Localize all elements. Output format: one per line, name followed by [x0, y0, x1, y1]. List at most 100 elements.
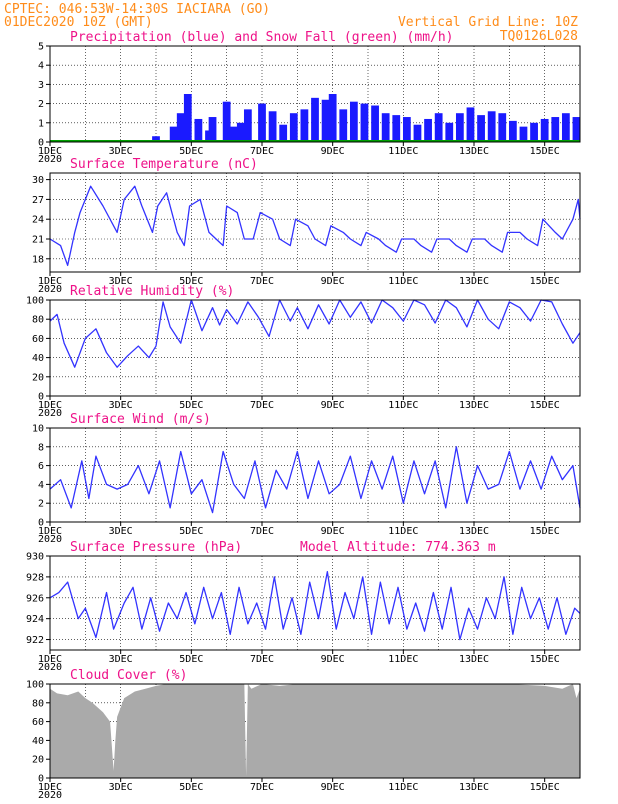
header-grid-line: Vertical Grid Line: 10Z [398, 15, 578, 30]
precip-bar [487, 111, 496, 142]
precip-ytick-label: 5 [38, 42, 44, 53]
wind-xtick-label: 1DEC [38, 526, 62, 537]
pres-xtick-label: 7DEC [250, 654, 274, 665]
precip-bar [279, 124, 288, 142]
rh-panel: 0 20 40 60 80 100 1DEC 3DEC 5DEC 7DEC 9DEC 11DEC 13D… [26, 284, 581, 419]
rh-xtick-label: 11DEC [388, 400, 418, 411]
precip-bar [466, 107, 475, 142]
pres-xtick-label: 5DEC [179, 654, 203, 665]
rh-xtick-label: 13DEC [459, 400, 489, 411]
rh-title: Relative Humidity (%) [70, 284, 234, 299]
cloud-year-label: 2020 [38, 790, 62, 800]
temp-line [49, 185, 581, 267]
rh-ytick-label: 0 [38, 392, 44, 403]
rh-ytick-label: 80 [32, 315, 44, 326]
wind-ytick-label: 0 [38, 518, 44, 529]
temp-xtick-label: 1DEC [38, 276, 62, 287]
wind-ytick-label: 10 [32, 424, 44, 435]
temp-title: Surface Temperature (nC) [70, 157, 258, 172]
pres-xtick-label: 15DEC [530, 654, 560, 665]
precip-bar [236, 122, 245, 142]
cloud-ytick-label: 0 [38, 774, 44, 785]
precip-bar [508, 120, 517, 142]
cloud-panel: 0 20 40 60 80 100 1DEC 3DEC 5DEC 7DEC 9DEC 11DEC 13D… [26, 668, 581, 801]
precip-bar [477, 115, 485, 142]
wind-xtick-label: 13DEC [459, 526, 489, 537]
precip-bar [169, 126, 178, 142]
cloud-title: Cloud Cover (%) [70, 668, 187, 683]
precip-bar [371, 105, 379, 142]
precip-bar [258, 103, 266, 142]
precip-bar [268, 111, 277, 142]
pres-frame [49, 555, 581, 651]
precip-xtick-label: 1DEC [38, 146, 62, 157]
precip-bar [561, 113, 570, 142]
temp-year-label: 2020 [38, 284, 62, 295]
pres-ytick-label: 928 [26, 572, 44, 583]
precip-panel: 0 1 2 3 4 5 1DEC 3DEC 5DEC 7DEC 9DEC 11DEC 13DEC 15DE… [38, 30, 581, 165]
temp-xtick-label: 5DEC [179, 276, 203, 287]
precip-xtick-label: 11DEC [388, 146, 418, 157]
precip-xtick-label: 15DEC [530, 146, 560, 157]
rh-xtick-label: 7DEC [250, 400, 274, 411]
cloud-ytick-label: 40 [32, 736, 44, 747]
rh-xtick-label: 15DEC [530, 400, 560, 411]
precip-xtick-label: 13DEC [459, 146, 489, 157]
precip-bar [402, 117, 411, 142]
temp-ytick-label: 18 [32, 254, 44, 265]
rh-ytick-label: 100 [26, 296, 44, 307]
wind-ytick-label: 4 [38, 480, 44, 491]
cloud-ytick-label: 60 [32, 717, 44, 728]
temp-ytick-label: 30 [32, 175, 44, 186]
wind-ytick-label: 2 [38, 499, 44, 510]
cloud-xtick-label: 1DEC [38, 782, 62, 793]
cloud-xtick-label: 11DEC [388, 782, 418, 793]
rh-xtick-label: 1DEC [38, 400, 62, 411]
temp-frame [49, 172, 581, 273]
pres-ytick-label: 922 [26, 635, 44, 646]
precip-bar [243, 109, 252, 142]
precip-bar [455, 113, 464, 142]
cloud-frame [49, 683, 581, 779]
wind-ytick-label: 6 [38, 461, 44, 472]
cloud-xtick-label: 9DEC [321, 782, 345, 793]
precip-bar [328, 94, 337, 142]
precip-bar [445, 122, 454, 142]
pres-ytick-label: 924 [26, 614, 44, 625]
wind-frame [49, 427, 581, 523]
wind-ytick-label: 8 [38, 442, 44, 453]
precip-xtick-label: 7DEC [250, 146, 274, 157]
pres-panel: 922 924 926 928 930 1DEC 3DEC 5DEC 7DEC 9DEC 11DEC… [26, 540, 581, 673]
precip-ytick-label: 2 [38, 99, 44, 110]
cloud-xtick-label: 5DEC [179, 782, 203, 793]
pres-xtick-label: 3DEC [109, 654, 133, 665]
wind-xtick-label: 11DEC [388, 526, 418, 537]
precip-bar [572, 117, 581, 142]
wind-line [49, 446, 581, 514]
precip-bar [349, 101, 358, 142]
temp-xtick-label: 7DEC [250, 276, 274, 287]
precip-bar [413, 124, 422, 142]
precip-bar [183, 94, 192, 142]
pres-ytick-label: 926 [26, 593, 44, 604]
precip-bar [300, 109, 309, 142]
header-location: CPTEC: 046:53W-14:30S IACIARA (GO) [4, 2, 270, 17]
wind-xtick-label: 7DEC [250, 526, 274, 537]
precip-bar [176, 113, 185, 142]
cloud-area [50, 684, 580, 778]
pres-year-label: 2020 [38, 662, 62, 673]
precip-bar [194, 118, 203, 142]
precip-frame [49, 45, 581, 143]
wind-xtick-label: 9DEC [321, 526, 345, 537]
precip-xtick-label: 9DEC [321, 146, 345, 157]
precip-ytick-label: 4 [38, 61, 44, 72]
precip-title: Precipitation (blue) and Snow Fall (gree… [70, 30, 454, 45]
precip-xtick-label: 5DEC [179, 146, 203, 157]
rh-xtick-label: 3DEC [109, 400, 133, 411]
temp-xtick-label: 13DEC [459, 276, 489, 287]
precip-bar [289, 113, 298, 142]
pres-xtick-label: 1DEC [38, 654, 62, 665]
precip-bar [381, 113, 390, 142]
precip-bar [530, 122, 538, 142]
temp-ytick-label: 24 [32, 215, 44, 226]
